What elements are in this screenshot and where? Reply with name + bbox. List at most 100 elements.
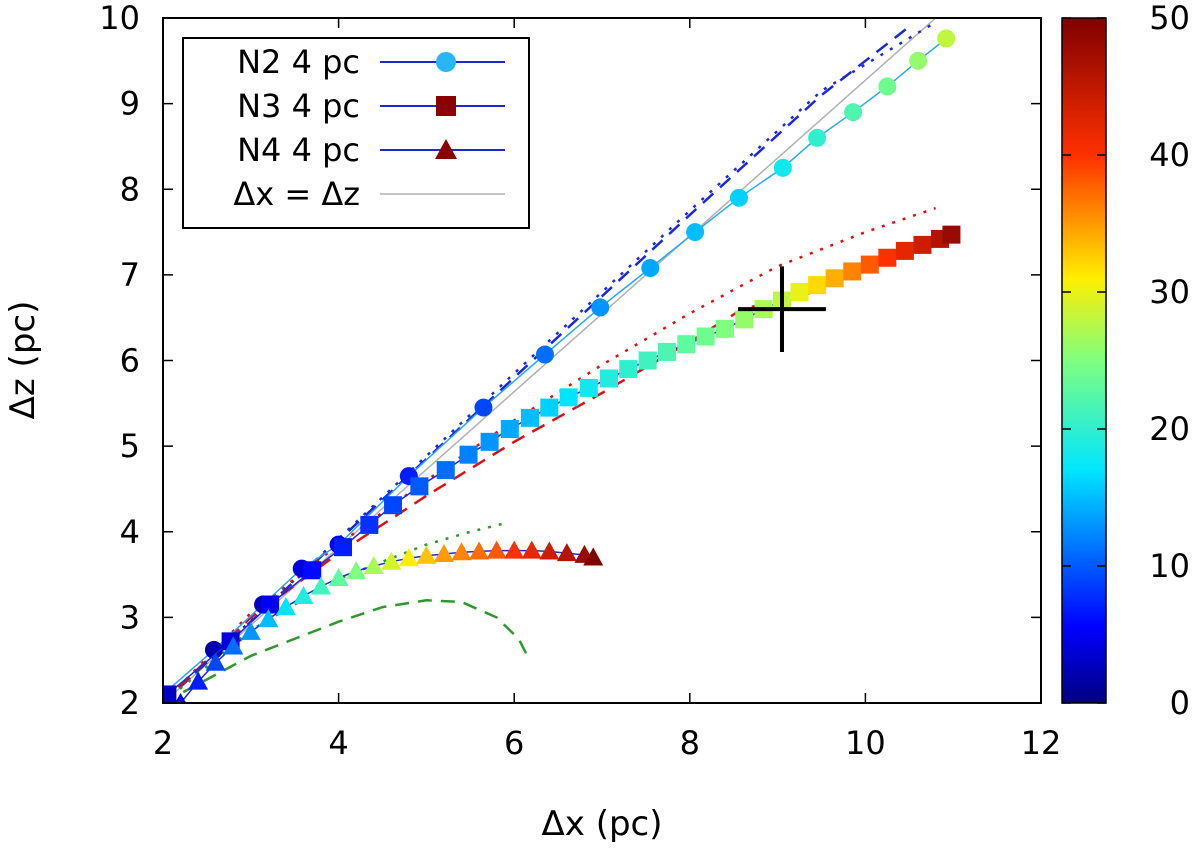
data-point (163, 685, 177, 703)
data-point (539, 541, 560, 560)
x-tick-label: 8 (680, 724, 700, 762)
x-axis-label: Δx (pc) (542, 804, 663, 844)
data-point (433, 544, 454, 563)
y-tick-label: 6 (120, 342, 140, 380)
data-point (333, 538, 352, 557)
data-point (474, 398, 493, 417)
data-point (303, 561, 322, 580)
data-point (729, 188, 748, 207)
data-point (559, 388, 578, 407)
data-point (735, 310, 754, 329)
data-point (258, 609, 279, 628)
data-point (451, 542, 472, 561)
data-point (773, 158, 792, 177)
data-point (619, 360, 638, 379)
data-point (825, 269, 844, 288)
colorbar-tick-label: 10 (1149, 547, 1190, 585)
data-point (937, 29, 956, 48)
data-point (346, 561, 367, 580)
colorbar-tick-label: 50 (1149, 0, 1190, 37)
data-point (686, 223, 705, 242)
data-point (942, 225, 961, 244)
data-point (591, 298, 610, 317)
data-point (205, 652, 226, 671)
data-point (843, 262, 862, 281)
data-point (540, 398, 559, 417)
data-point (579, 378, 598, 397)
data-point (556, 543, 577, 562)
x-tick-label: 10 (845, 724, 886, 762)
data-point (261, 595, 280, 614)
y-axis-label: Δz (pc) (3, 301, 43, 420)
data-point (790, 283, 809, 301)
y-tick-label: 5 (120, 427, 140, 465)
data-point (895, 241, 914, 260)
x-tick-label: 12 (1021, 724, 1062, 762)
data-point (913, 235, 932, 254)
y-tick-label: 8 (120, 170, 140, 208)
data-point (480, 432, 499, 451)
data-point (641, 259, 660, 278)
data-point (363, 556, 384, 574)
legend-label: N4 4 pc (237, 131, 360, 169)
data-point (583, 547, 604, 566)
data-point (204, 640, 223, 659)
series-line (166, 233, 952, 695)
data-point (293, 585, 314, 604)
x-tick-label: 6 (504, 724, 524, 762)
data-point (240, 621, 261, 640)
data-point (275, 597, 296, 616)
data-point (909, 51, 928, 70)
data-point (657, 342, 676, 361)
colorbar-tick-label: 20 (1149, 410, 1190, 448)
data-point (328, 567, 349, 586)
x-tick-label: 2 (153, 724, 173, 762)
legend: N2 4 pc N3 4 pc N4 4 pc Δx = Δz (182, 37, 530, 229)
data-point (878, 248, 897, 267)
legend-marker (436, 96, 456, 116)
data-point (500, 420, 519, 438)
data-point (416, 545, 437, 564)
data-point (486, 540, 507, 559)
y-tick-label: 10 (99, 0, 140, 37)
data-point (360, 515, 379, 534)
data-point (311, 576, 332, 595)
data-point (600, 369, 619, 388)
data-point (521, 540, 542, 559)
data-point (384, 496, 403, 515)
reference-line (163, 25, 911, 703)
data-point (410, 477, 429, 496)
y-tick-label: 2 (120, 684, 140, 722)
colorbar-tick-label: 40 (1149, 136, 1190, 174)
reference-line (163, 599, 529, 703)
reference-line (163, 206, 937, 703)
data-point (535, 345, 554, 364)
data-point (398, 548, 419, 567)
data-point (381, 551, 402, 570)
legend-label: Δx = Δz (233, 175, 360, 213)
data-point (808, 276, 827, 295)
data-point (715, 319, 734, 338)
data-point (175, 693, 187, 703)
data-point (521, 408, 540, 427)
colorbar-tick-label: 30 (1149, 273, 1190, 311)
y-tick-label: 4 (120, 513, 140, 551)
y-tick-label: 3 (120, 598, 140, 636)
data-point (223, 636, 244, 655)
data-point (504, 540, 525, 559)
data-point (696, 327, 715, 346)
data-point (436, 461, 455, 480)
data-point (878, 77, 897, 96)
data-point (808, 128, 827, 147)
data-point (638, 351, 657, 370)
data-point (844, 103, 863, 122)
legend-label: N3 4 pc (237, 87, 360, 125)
series-line (180, 549, 594, 703)
colorbar: 0 10 20 30 40 50 (1061, 0, 1190, 722)
data-point (469, 541, 490, 560)
data-point (860, 255, 879, 274)
data-point (188, 671, 209, 690)
reference-line (163, 289, 822, 703)
colorbar-tick-label: 0 (1170, 684, 1190, 722)
